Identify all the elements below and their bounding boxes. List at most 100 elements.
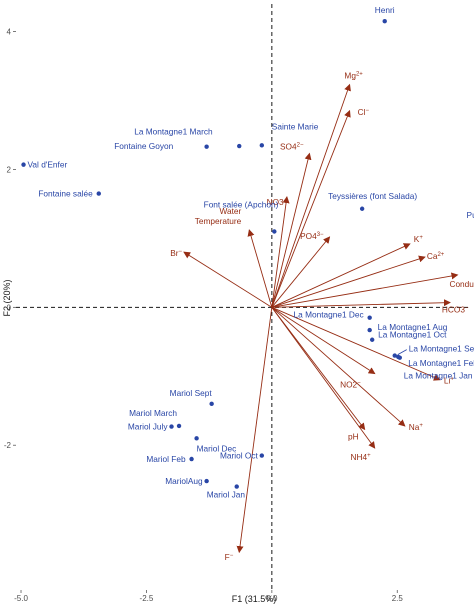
observation-label: La Montagne1 Oct [378, 330, 447, 340]
variable-vector [271, 236, 331, 308]
variable-vector [271, 152, 312, 308]
variable-vector [236, 307, 273, 554]
y-tick-label: 2 [7, 165, 12, 174]
observation-label: La Montagne1 Aug [378, 322, 448, 332]
observation-label: Mariol Jan [207, 490, 246, 500]
observation-point [367, 315, 372, 320]
variable-vector [271, 306, 441, 381]
variable-label: HCO3− [442, 305, 469, 315]
observation-label: Mariol Sept [170, 388, 213, 398]
variable-label-superscript: 3− [317, 232, 324, 238]
variable-label: Na+ [409, 422, 424, 432]
observation-label: Mariol Feb [146, 454, 186, 464]
label-connector [397, 349, 407, 355]
variable-label-base: pH [348, 431, 359, 441]
variable-label-base: Br [170, 248, 179, 258]
observation-label: MariolAug [165, 476, 203, 486]
variable-vector [271, 109, 351, 308]
observation-point [96, 191, 101, 196]
observation-point [176, 423, 182, 429]
variable-label-superscript: − [365, 108, 369, 114]
variable-label-base: PO4 [300, 231, 317, 241]
variable-label-line: Water [219, 206, 241, 216]
variable-label-base: Mg [344, 71, 356, 81]
observation-label: La Montagne1 Jan [404, 371, 473, 381]
x-tick-label: 2.5 [392, 594, 404, 603]
variable-label-superscript: − [357, 381, 361, 387]
variable-label: Li+ [444, 376, 454, 386]
observation-point [204, 478, 209, 484]
variable-label: NO3− [267, 197, 288, 207]
variable-vector [271, 306, 376, 375]
variable-label-superscript: + [419, 235, 423, 241]
variable-vector [271, 272, 459, 308]
variable-label: K+ [414, 234, 424, 244]
variable-vector [271, 307, 366, 431]
observation-point [204, 144, 209, 149]
variable-label-base: NH4 [351, 452, 368, 462]
variable-vector [183, 251, 273, 308]
observation-points: Henri Val d'Enfer Fontaine salée La Montagn… [21, 5, 474, 500]
y-axis-title: F2 (20%) [2, 279, 12, 316]
observation-point [194, 436, 199, 441]
y-tick-label: -2 [4, 441, 12, 450]
variable-label-superscript: − [230, 553, 234, 559]
variable-label-base: K [414, 234, 420, 244]
variable-vector [271, 83, 351, 308]
observation-point [369, 337, 375, 342]
y-tick-label: 4 [7, 28, 12, 37]
observation-label: Puits2 [467, 210, 474, 220]
observation-label: Henri [375, 5, 395, 15]
variable-label-base: HCO3 [442, 305, 465, 315]
variable-label: F− [225, 552, 234, 562]
variable-label: Cl− [358, 107, 370, 117]
variable-label-base: NO2 [340, 380, 357, 390]
variable-label-base: F [225, 552, 230, 562]
observation-point [367, 327, 372, 333]
variable-label-superscript: + [450, 377, 454, 383]
variable-label: Br− [170, 248, 182, 258]
variable-label-superscript: 2+ [356, 72, 363, 78]
observation-label: Mariol Oct [220, 451, 258, 461]
variable-label-base: Li [444, 376, 451, 386]
variable-label: Mg2+ [344, 71, 363, 81]
variable-vector [271, 299, 451, 308]
observation-label: Fontaine salée [38, 189, 93, 199]
variable-label: NO2− [340, 380, 361, 390]
observation-label: La Montagne1 Sept [409, 344, 474, 354]
variable-label-line: Temperature [195, 216, 242, 226]
observation-point [189, 456, 194, 462]
variable-label: pH [348, 431, 359, 441]
variable-label: SO42− [280, 142, 304, 152]
variable-label-superscript: − [465, 306, 469, 312]
variable-label-base: Cl [358, 107, 366, 117]
variable-label-superscript: − [284, 198, 288, 204]
variable-vector [247, 229, 273, 308]
observation-point [21, 162, 26, 167]
variable-label-base: SO4 [280, 142, 297, 152]
observation-label: Fontaine Goyon [114, 141, 173, 151]
observation-point [272, 229, 277, 234]
variable-label: Water Temperature [195, 206, 242, 226]
variable-vectors: Mg2+Cl−SO42−NO3−PO43−Water TemperatureBr−… [170, 71, 474, 562]
variable-label: Conductivity [449, 279, 474, 289]
variable-vector [271, 196, 290, 308]
observation-point [234, 484, 239, 489]
x-tick-label: -5.0 [14, 594, 28, 603]
variable-label-superscript: + [419, 423, 423, 429]
observation-point [209, 401, 214, 407]
variable-label-base: NO3 [267, 197, 284, 207]
observation-label: La Montagne1 Feb [408, 358, 474, 368]
observation-point [382, 19, 387, 24]
x-tick-label: -2.5 [140, 594, 154, 603]
observation-point [259, 453, 265, 458]
x-tick-label: 0.0 [266, 594, 278, 603]
axes-layer: -5.0 -2.5 0.0 2.5 -2 0 2 4 [4, 4, 470, 603]
observation-label: La Montagne1 March [134, 127, 213, 137]
x-axis-title: F1 (31.5%) [232, 594, 277, 604]
variable-label: PO43− [300, 231, 324, 241]
variable-label-superscript: − [179, 249, 183, 255]
variable-label-base: Na [409, 422, 420, 432]
variable-vector [271, 243, 411, 308]
